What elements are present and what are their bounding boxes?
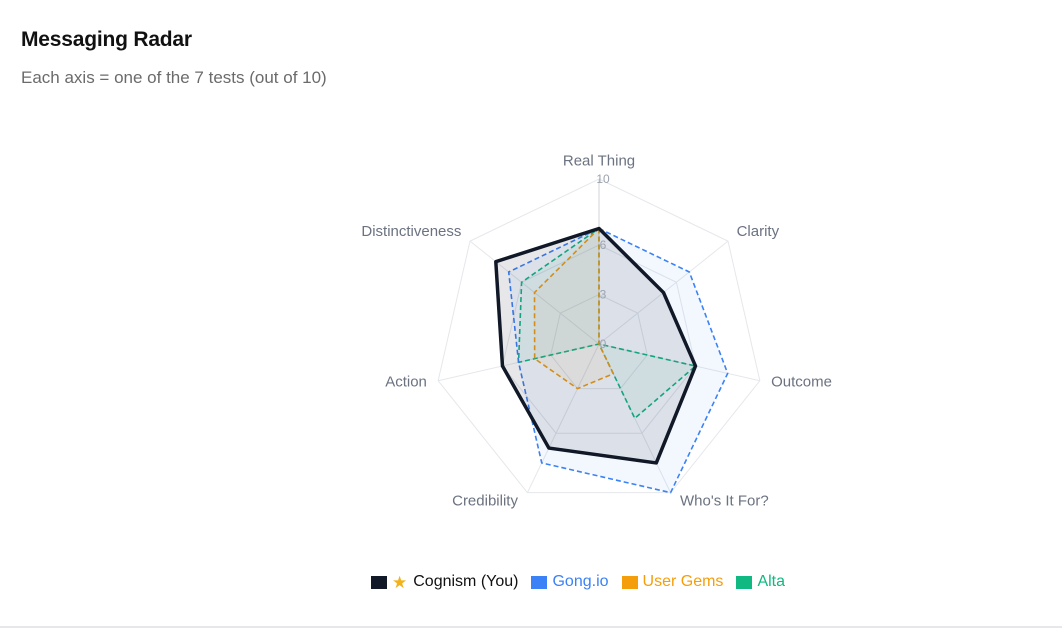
legend-item-user-gems[interactable]: User Gems bbox=[621, 573, 724, 591]
series-cognism-you bbox=[494, 226, 698, 465]
legend-label: Alta bbox=[757, 573, 786, 590]
legend-swatch bbox=[371, 575, 387, 589]
axis-label-distinctiveness: Distinctiveness bbox=[361, 223, 461, 240]
axis-label-who-s-it-for: Who's It For? bbox=[680, 493, 769, 510]
chart-subtitle: Each axis = one of the 7 tests (out of 1… bbox=[21, 68, 327, 87]
legend-item-gong-io[interactable]: Gong.io bbox=[531, 573, 609, 591]
axis-label-outcome: Outcome bbox=[771, 373, 832, 390]
series-gong-io bbox=[507, 227, 729, 494]
legend-swatch bbox=[531, 575, 548, 589]
grid-spoke-3 bbox=[598, 343, 672, 493]
axis-label-action: Action bbox=[385, 373, 427, 390]
chart-legend: ★ Cognism (You) Gong.io User Gems Alta bbox=[371, 571, 798, 593]
series-user-gems bbox=[533, 227, 615, 390]
axis-label-clarity: Clarity bbox=[737, 223, 780, 240]
legend-label: User Gems bbox=[642, 573, 724, 590]
grid-spoke-2 bbox=[598, 343, 760, 382]
legend-swatch bbox=[621, 575, 638, 589]
legend-label: Cognism (You) bbox=[413, 573, 519, 590]
radar-series bbox=[494, 226, 729, 494]
axis-label-credibility: Credibility bbox=[452, 493, 518, 510]
grid-ring-3 bbox=[550, 293, 648, 390]
tick-label-10: 10 bbox=[596, 172, 610, 186]
legend-swatch bbox=[736, 575, 753, 589]
legend-item-alta[interactable]: Alta bbox=[736, 573, 785, 591]
star-icon: ★ bbox=[392, 572, 408, 592]
radar-labels: 0 3 6 10 Real Thing Clarity Outcome Who's It Fo… bbox=[361, 153, 832, 510]
grid-spoke-4 bbox=[526, 343, 600, 493]
legend-label: Gong.io bbox=[552, 573, 609, 590]
chart-title: Messaging Radar bbox=[21, 28, 192, 51]
tick-label-0: 0 bbox=[600, 337, 607, 351]
legend-item-cognism-you[interactable]: ★ Cognism (You) bbox=[371, 573, 518, 591]
series-alta bbox=[517, 227, 697, 420]
tick-label-6: 6 bbox=[600, 238, 607, 252]
grid-ring-6 bbox=[501, 244, 697, 434]
tick-label-3: 3 bbox=[600, 288, 607, 302]
grid-ring-10 bbox=[437, 178, 761, 494]
axis-label-real-thing: Real Thing bbox=[563, 153, 635, 170]
